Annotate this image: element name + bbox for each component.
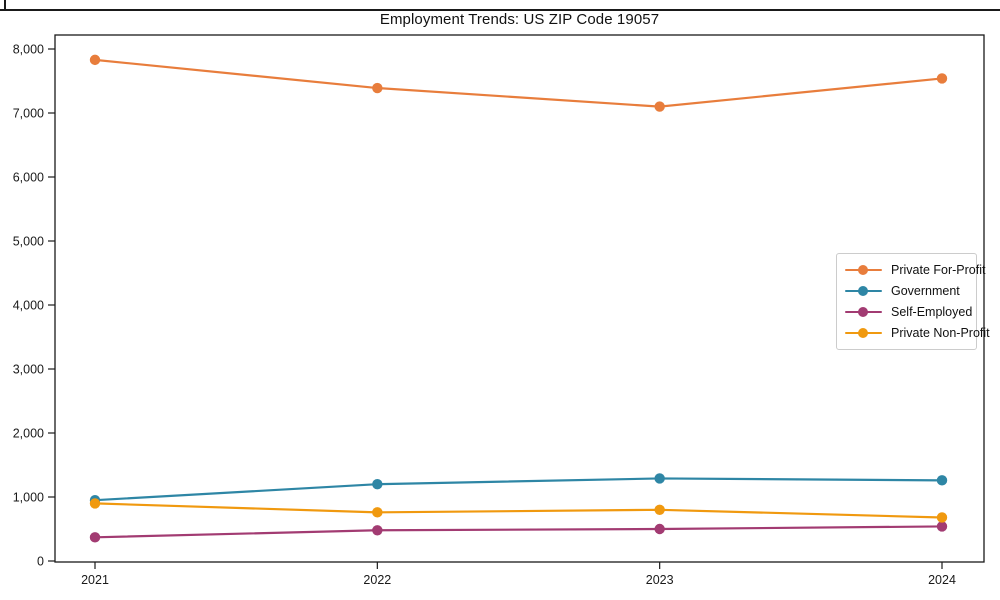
series-line-private-for-profit bbox=[93, 58, 944, 108]
series-line-private-non-profit bbox=[93, 502, 944, 519]
series-line-self-employed bbox=[93, 525, 944, 539]
series-point-private-non-profit bbox=[372, 507, 383, 518]
x-tick-label: 2022 bbox=[363, 573, 391, 587]
series-point-private-non-profit bbox=[936, 512, 948, 523]
series-point-private-for-profit bbox=[936, 73, 948, 84]
y-tick-label: 3,000 bbox=[13, 363, 44, 377]
series-point-government bbox=[936, 475, 948, 486]
series-point-private-for-profit bbox=[372, 82, 383, 94]
series-point-self-employed bbox=[372, 525, 383, 536]
legend-line-marker-icon bbox=[845, 306, 882, 318]
y-tick-label: 8,000 bbox=[13, 43, 44, 57]
legend-entry-private-non-profit: Private Non-Profit bbox=[845, 323, 990, 343]
plot-border bbox=[54, 34, 985, 563]
y-tick-label: 5,000 bbox=[13, 235, 44, 249]
legend-entry-government: Government bbox=[845, 281, 968, 301]
series-point-self-employed bbox=[936, 521, 948, 532]
legend-entry-self-employed: Self-Employed bbox=[845, 302, 972, 322]
legend-line-marker-icon bbox=[845, 327, 882, 339]
series-point-government bbox=[372, 479, 383, 490]
series-point-private-for-profit bbox=[89, 54, 101, 66]
series-point-self-employed bbox=[89, 532, 101, 543]
y-tick-label: 7,000 bbox=[13, 107, 44, 121]
series-point-self-employed bbox=[654, 523, 665, 535]
series-line-government bbox=[93, 477, 944, 502]
y-tick-label: 4,000 bbox=[13, 299, 44, 313]
legend-line-marker-icon bbox=[845, 264, 882, 276]
y-tick-label: 2,000 bbox=[13, 427, 44, 441]
series-point-private-non-profit bbox=[654, 504, 665, 515]
legend-box: Private For-Profit Government Self-Employe… bbox=[836, 253, 990, 350]
legend-entry-private-for-profit: Private For-Profit bbox=[845, 260, 985, 280]
series-point-government bbox=[654, 473, 665, 484]
legend-label: Private Non-Profit bbox=[891, 326, 990, 340]
series-point-private-for-profit bbox=[654, 101, 665, 112]
x-tick-label: 2024 bbox=[928, 573, 956, 587]
legend-line-marker-icon bbox=[845, 285, 882, 297]
x-tick-label: 2021 bbox=[81, 573, 109, 587]
legend-label: Government bbox=[891, 284, 960, 298]
legend-label: Private For-Profit bbox=[891, 263, 986, 277]
legend-label: Self-Employed bbox=[891, 305, 973, 319]
y-tick-label: 1,000 bbox=[13, 491, 44, 505]
chart-title: Employment Trends: US ZIP Code 19057 bbox=[379, 11, 660, 28]
y-tick-label: 6,000 bbox=[13, 171, 44, 185]
y-tick-label: 0 bbox=[37, 555, 44, 569]
series-point-private-non-profit bbox=[89, 498, 101, 509]
x-tick-label: 2023 bbox=[646, 573, 674, 587]
window-corner-edge bbox=[4, 0, 6, 10]
window-top-edge bbox=[0, 9, 1000, 11]
